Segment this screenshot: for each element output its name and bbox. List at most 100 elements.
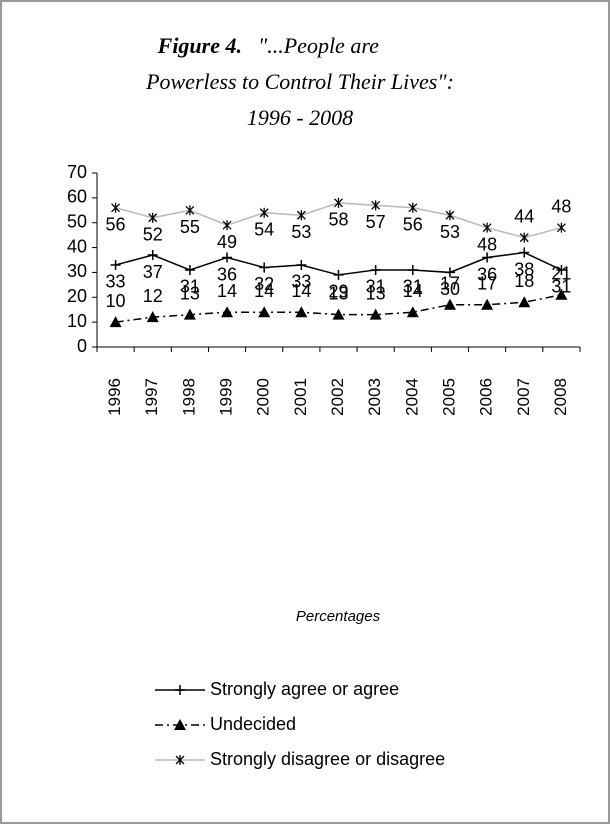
data-label: 48 xyxy=(477,234,497,254)
data-point xyxy=(147,250,158,261)
data-point xyxy=(556,222,566,233)
data-point xyxy=(109,316,122,328)
data-label: 57 xyxy=(366,212,386,232)
chart-title-line: "...People are xyxy=(258,33,379,58)
data-point xyxy=(148,212,158,223)
data-label: 53 xyxy=(291,222,311,242)
data-point xyxy=(185,205,195,216)
data-label: 38 xyxy=(514,259,534,279)
data-label: 30 xyxy=(440,279,460,299)
data-label: 54 xyxy=(254,220,274,240)
data-label: 36 xyxy=(477,264,497,284)
data-label: 37 xyxy=(143,262,163,282)
y-tick-label: 40 xyxy=(67,236,87,256)
data-point xyxy=(443,298,456,310)
data-label: 53 xyxy=(440,222,460,242)
data-point xyxy=(258,306,271,318)
data-point xyxy=(222,220,232,231)
data-label: 31 xyxy=(180,277,200,297)
data-point xyxy=(370,264,381,275)
data-label: 10 xyxy=(106,291,126,311)
legend-marker xyxy=(174,719,186,730)
y-tick-label: 60 xyxy=(67,187,87,207)
data-label: 18 xyxy=(514,271,534,291)
x-tick-label: 2001 xyxy=(291,378,310,416)
data-label: 21 xyxy=(551,264,571,284)
data-label: 58 xyxy=(328,210,348,230)
legend-marker xyxy=(175,685,185,695)
data-label: 33 xyxy=(106,272,126,292)
data-point xyxy=(296,210,306,221)
data-point xyxy=(518,296,531,308)
data-label: 55 xyxy=(180,217,200,237)
data-point xyxy=(183,308,196,320)
data-label: 31 xyxy=(551,277,571,297)
data-point xyxy=(444,267,455,278)
data-point xyxy=(555,288,568,300)
data-label: 13 xyxy=(328,283,348,303)
data-label: 12 xyxy=(143,286,163,306)
data-label: 17 xyxy=(440,273,460,293)
data-point xyxy=(222,252,233,263)
data-point xyxy=(146,311,159,323)
chart-title: Figure 4. xyxy=(157,33,242,58)
data-label: 33 xyxy=(291,272,311,292)
data-label: 13 xyxy=(180,283,200,303)
y-tick-label: 30 xyxy=(67,261,87,281)
data-label: 48 xyxy=(551,196,571,216)
chart-title-line: 1996 - 2008 xyxy=(247,105,353,130)
data-label: 56 xyxy=(403,215,423,235)
x-tick-label: 2004 xyxy=(402,378,421,416)
data-label: 17 xyxy=(477,273,497,293)
data-label: 14 xyxy=(291,281,311,301)
data-point xyxy=(259,262,270,273)
data-label: 29 xyxy=(328,282,348,302)
data-point xyxy=(408,202,418,213)
y-tick-label: 10 xyxy=(67,311,87,331)
x-axis-label: Percentages xyxy=(296,608,381,625)
data-label: 49 xyxy=(217,232,237,252)
data-label: 36 xyxy=(217,264,237,284)
chart-title-line: Powerless to Control Their Lives": xyxy=(145,69,454,94)
data-point xyxy=(333,269,344,280)
data-point xyxy=(556,264,567,275)
data-point xyxy=(371,200,381,211)
data-point xyxy=(184,264,195,275)
data-point xyxy=(519,232,529,243)
data-label: 31 xyxy=(366,277,386,297)
data-point xyxy=(295,306,308,318)
x-tick-label: 2008 xyxy=(551,378,570,416)
data-point xyxy=(482,252,493,263)
x-tick-label: 2007 xyxy=(514,378,533,416)
legend-label: Strongly agree or agree xyxy=(210,679,399,699)
x-tick-label: 2005 xyxy=(439,378,458,416)
data-point xyxy=(519,247,530,258)
data-label: 56 xyxy=(106,215,126,235)
data-point xyxy=(407,264,418,275)
data-point xyxy=(334,197,343,208)
data-label: 52 xyxy=(143,224,163,244)
x-tick-label: 1999 xyxy=(217,378,236,416)
data-label: 13 xyxy=(366,283,386,303)
data-label: 44 xyxy=(514,206,534,226)
data-label: 14 xyxy=(254,281,274,301)
x-tick-label: 1997 xyxy=(142,378,161,416)
legend-label: Undecided xyxy=(210,714,296,734)
data-label: 14 xyxy=(217,281,237,301)
data-point xyxy=(369,308,382,320)
data-label: 31 xyxy=(403,277,423,297)
data-point xyxy=(406,306,419,318)
y-tick-label: 70 xyxy=(67,162,87,182)
x-tick-label: 2003 xyxy=(365,378,384,416)
data-point xyxy=(111,202,121,213)
data-point xyxy=(221,306,234,318)
x-tick-label: 2002 xyxy=(328,378,347,416)
x-tick-label: 1998 xyxy=(179,378,198,416)
data-point xyxy=(259,207,269,218)
data-point xyxy=(332,308,345,320)
y-tick-label: 20 xyxy=(67,286,87,306)
data-point xyxy=(110,259,121,270)
data-point xyxy=(481,298,494,310)
